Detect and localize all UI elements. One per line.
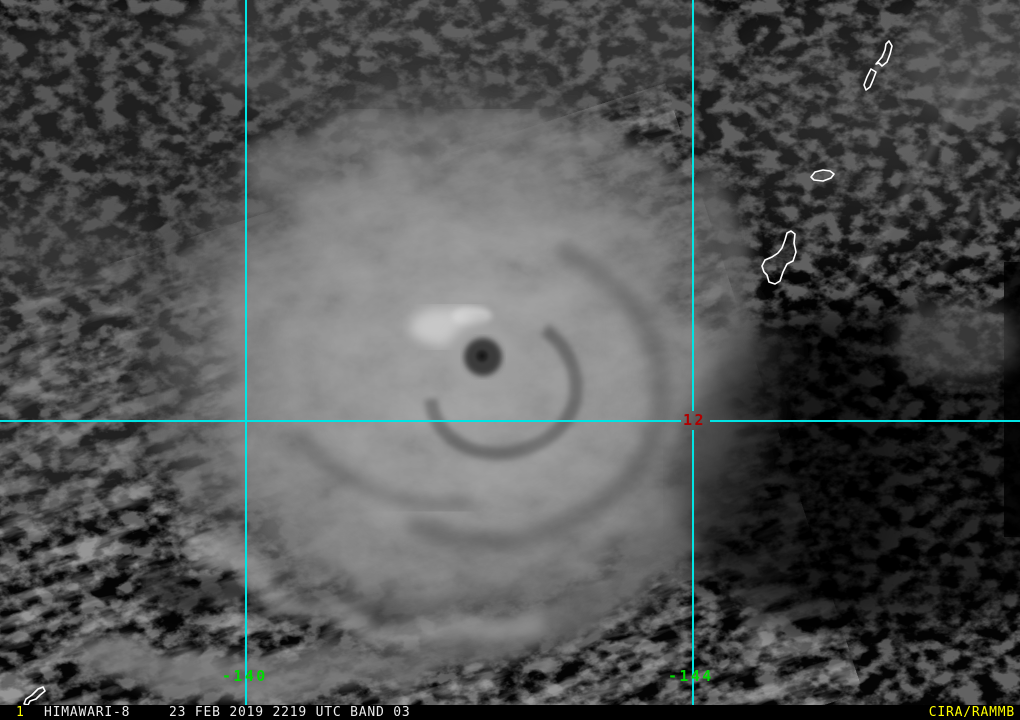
coastline-tinian: [863, 68, 877, 91]
coastline-guam: [761, 230, 797, 285]
timestamp: 23 FEB 2019 2219 UTC BAND 03: [169, 705, 411, 720]
coastline-saipan: [875, 40, 893, 67]
coastline-southwest-islet: [23, 686, 46, 706]
storm-center-marker: 12: [683, 411, 707, 429]
longitude-label-140: -140: [222, 667, 268, 685]
longitude-gridline-144-upper: [692, 0, 694, 411]
latitude-gridline-left: [0, 420, 681, 422]
coastline-rota: [810, 169, 835, 182]
satellite-name: HIMAWARI-8: [44, 705, 131, 720]
frame-number: 1: [16, 705, 25, 720]
latitude-gridline-right: [710, 420, 1020, 422]
credit-label: CIRA/RAMMB: [928, 705, 1015, 720]
coastline-overlay: [23, 40, 893, 706]
longitude-label-144: -144: [668, 667, 714, 685]
longitude-gridline-140: [245, 0, 247, 705]
longitude-gridline-144-lower: [692, 430, 694, 705]
status-bar: 1 HIMAWARI-8 23 FEB 2019 2219 UTC BAND 0…: [0, 705, 1020, 720]
